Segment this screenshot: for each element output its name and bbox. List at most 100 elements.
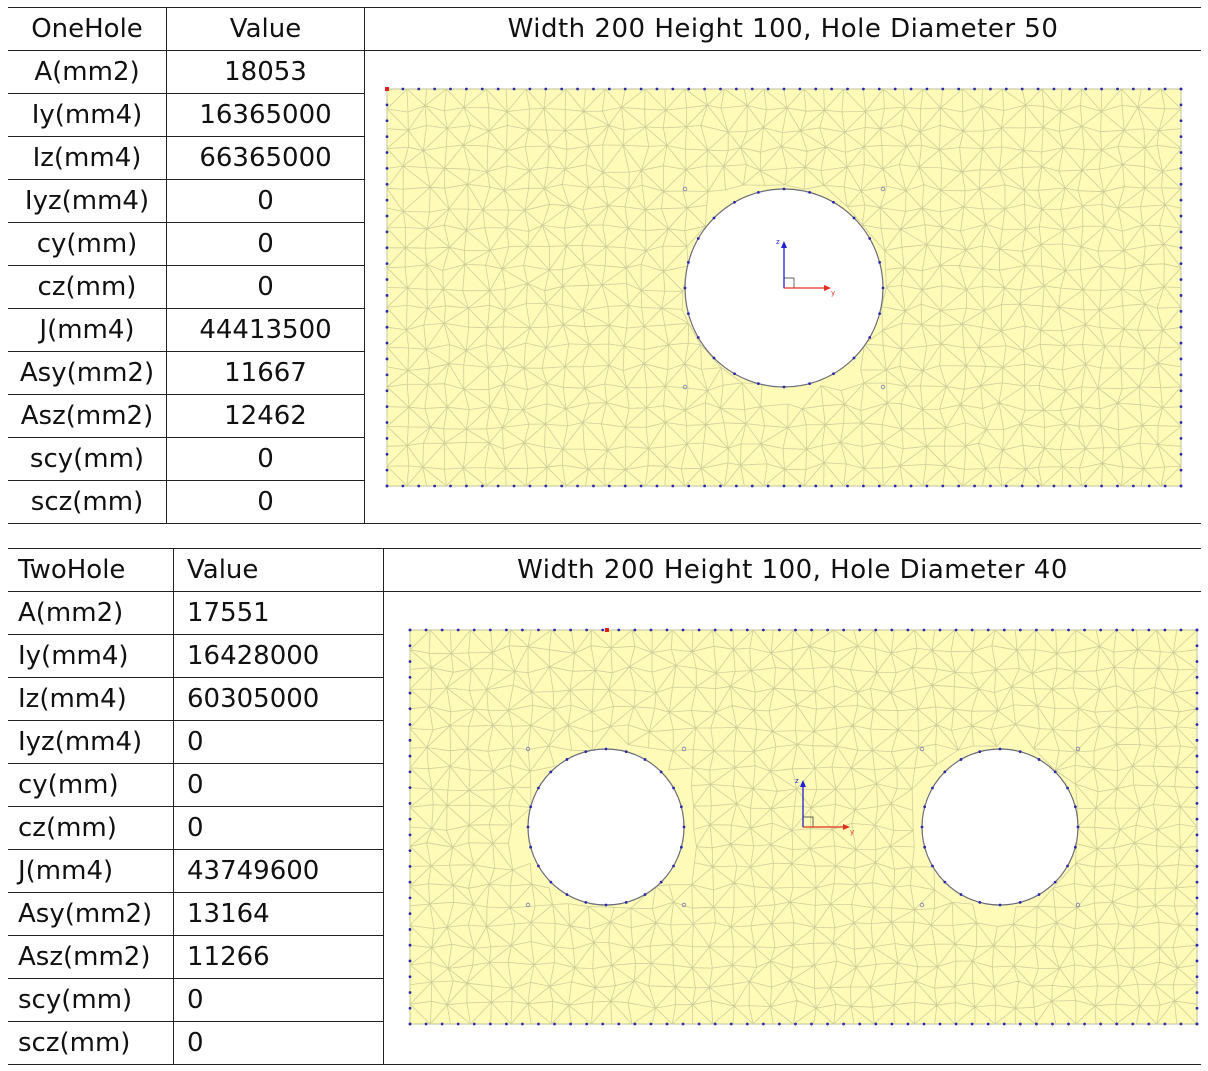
boundary-node [1179,436,1183,440]
boundary-node [665,628,669,632]
property-value: 11667 [166,351,365,395]
boundary-node [1195,644,1199,648]
boundary-node [842,1022,846,1026]
boundary-node [408,660,412,663]
boundary-node [385,389,389,393]
boundary-node [922,628,926,632]
boundary-node [639,87,643,91]
boundary-node [1020,484,1024,488]
boundary-node [745,1022,749,1026]
boundary-node [440,1022,444,1026]
boundary-node [1179,389,1183,393]
boundary-node [385,198,389,202]
boundary-node [1115,628,1119,632]
boundary-node [385,325,389,329]
boundary-node [922,1022,926,1026]
hole-node [878,312,882,316]
twohole-mesh-figure: zy [408,628,1199,1026]
boundary-node [560,87,564,91]
boundary-node [1195,880,1199,884]
boundary-node [385,357,389,361]
construction-point [682,384,688,390]
property-label: A(mm2) [8,591,174,635]
property-label: cy(mm) [8,763,174,807]
property-label: scz(mm) [8,1021,174,1065]
boundary-node [877,87,881,91]
hole-node [529,805,533,809]
property-label: Iyz(mm4) [8,179,167,223]
hole-node [1053,770,1057,774]
boundary-node [761,628,765,632]
hole-node [1037,893,1041,896]
boundary-node [826,1022,829,1026]
property-value: 0 [173,720,384,764]
boundary-node [1147,87,1151,91]
boundary-node [1179,1022,1183,1026]
boundary-node [408,817,412,821]
boundary-node [986,628,990,632]
boundary-node [970,1022,974,1026]
boundary-node [906,1022,910,1026]
boundary-node [408,928,412,931]
boundary-node [385,230,389,234]
boundary-node [1179,468,1183,472]
boundary-node [697,628,701,632]
boundary-node [385,246,389,250]
boundary-node [1195,991,1199,994]
table-row: Asz(mm2) 12462 [8,394,1201,438]
boundary-node [553,628,556,632]
hole-node [696,336,700,339]
boundary-node [1018,628,1022,632]
boundary-node [408,707,412,711]
col-header-value: Value [166,7,365,51]
property-value: 43749600 [173,849,384,893]
boundary-node [592,484,595,488]
property-label: scy(mm) [8,978,174,1022]
construction-point [681,746,687,752]
construction-point [919,902,925,908]
boundary-node [472,628,476,632]
boundary-node [1195,865,1199,868]
boundary-node [385,151,389,154]
construction-point [681,902,687,908]
boundary-node [512,484,516,488]
boundary-node [973,87,976,91]
boundary-node [1163,1022,1167,1026]
property-label: Iyz(mm4) [8,720,174,764]
boundary-node [794,628,797,632]
boundary-node [671,484,675,488]
boundary-node [1195,675,1199,679]
construction-point [880,384,886,390]
property-value: 16365000 [166,93,365,137]
hole-node [931,864,934,868]
boundary-node [810,628,813,632]
hole-node [998,747,1002,751]
property-value: 18053 [166,50,365,94]
boundary-node [408,1006,412,1010]
figure-title: Width 200 Height 100, Hole Diameter 50 [364,7,1201,51]
boundary-node [810,1022,813,1026]
hole-node [1037,758,1041,761]
boundary-node [1068,87,1072,91]
hole-node [565,758,569,761]
hole-node [1066,786,1069,790]
boundary-node [830,484,834,488]
boundary-node [750,87,754,91]
boundary-node [633,628,637,632]
table-row: Asy(mm2) 11667 [8,351,1201,395]
boundary-node [954,1022,958,1026]
boundary-node [569,1022,573,1026]
boundary-node [1179,325,1183,329]
boundary-node [1131,484,1135,488]
boundary-node [480,87,484,91]
boundary-node [408,865,412,868]
hole-node [881,286,885,290]
boundary-node [798,87,802,91]
boundary-node [1179,167,1183,170]
boundary-node [385,119,389,123]
boundary-node [617,1022,621,1026]
boundary-node [1179,309,1183,313]
boundary-node [1179,421,1183,424]
hole-node [832,372,835,376]
boundary-node [408,849,412,853]
